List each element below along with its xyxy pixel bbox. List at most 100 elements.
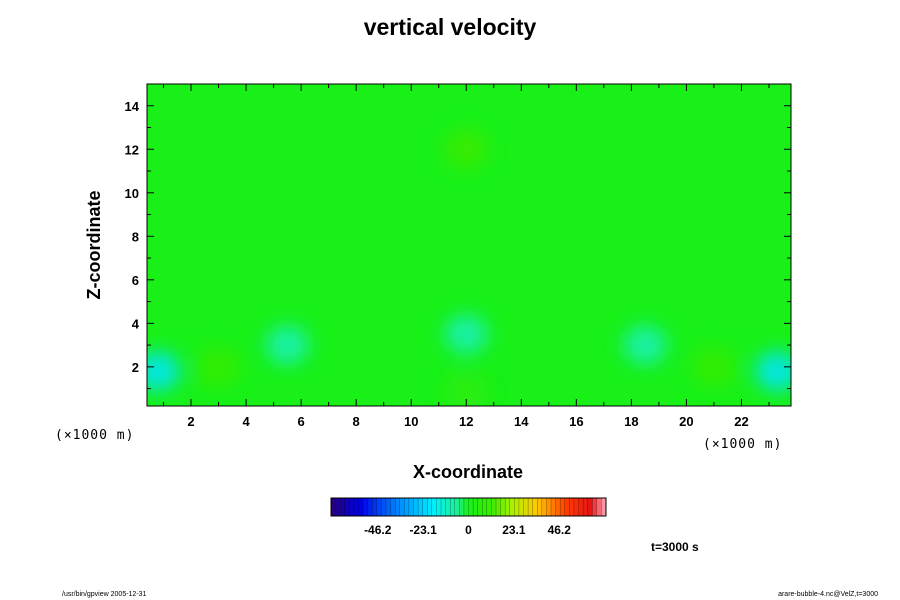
colorbar-segment [482,497,488,517]
colorbar-segment [532,497,538,517]
x-axis: 2 4 6 8 10 12 14 16 18 20 22 [163,84,770,429]
field-feature [755,351,791,392]
x-tick-label: 22 [734,414,748,429]
plot-frame [146,83,792,407]
colorbar-segment [514,497,520,517]
colorbar-tick-label: 23.1 [502,523,526,537]
field-feature [444,372,489,406]
colorbar-segment [353,497,359,517]
field-feature [196,346,241,387]
colorbar-segment [417,497,424,517]
colorbar-segment [413,497,419,517]
colorbar-segment [404,497,410,517]
colorbar-segment [449,497,456,517]
colorbar-segment [573,497,580,517]
colorbar-segment [349,497,355,517]
y-tick-label: 8 [132,229,139,244]
colorbar-segment [459,497,465,517]
colorbar-segment [440,497,447,517]
x-tick-label: 20 [679,414,693,429]
x-tick-label: 6 [298,414,305,429]
colorbar-segment [582,497,589,517]
colorbar-segment [527,497,534,517]
colorbar-segment [564,497,570,517]
footer-right: arare-bubble-4.nc@VelZ,t=3000 [778,591,878,598]
colorbar-segment [500,497,506,517]
colorbar-segment [569,497,575,517]
x-tick-label: 10 [404,414,418,429]
y-tick-label: 4 [132,316,140,331]
colorbar-segment [523,497,529,517]
colorbar-segment [555,497,561,517]
colorbar: -46.2 -23.1 0 23.1 46.2 [330,497,607,537]
colorbar-frame [330,497,607,517]
y-tick-label: 12 [125,142,139,157]
colorbar-segment [381,497,387,517]
colorbar-segment [362,497,369,517]
x-tick-label: 8 [353,414,360,429]
x-tick-label: 4 [242,414,250,429]
colorbar-segment [587,497,593,517]
colorbar-segment [472,497,479,517]
field-feature [623,325,668,366]
colorbar-segment [559,497,566,517]
colorbar-segment [537,497,543,517]
y-tick-label: 10 [125,186,139,201]
colorbar-segment [477,497,483,517]
chart-title: vertical velocity [363,14,537,40]
field-feature [265,325,310,366]
colorbar-segment [454,497,460,517]
colorbar-segment [330,497,337,517]
colorbar-segment [372,497,378,517]
colorbar-segment [358,497,364,517]
x-tick-label: 12 [459,414,473,429]
colorbar-segment [578,497,584,517]
colorbar-segment [367,497,373,517]
y-axis: 2 4 6 8 10 12 14 [125,83,791,390]
colorbar-segment [596,497,602,517]
colorbar-segment [344,497,350,517]
x-axis-title: X-coordinate [413,462,523,482]
colorbar-segment [427,497,433,517]
colorbar-segment [550,497,557,517]
footer-left: /usr/bin/gpview 2005-12-31 [62,591,147,598]
colorbar-segment [491,497,497,517]
colorbar-tick-label: -23.1 [409,523,437,537]
colorbar-tick-label: 46.2 [548,523,572,537]
colorbar-segment [463,497,469,517]
colorbar-segment [486,497,492,517]
y-tick-label: 2 [132,360,139,375]
colorbar-tick-label: 0 [465,523,472,537]
colorbar-segment [390,497,396,517]
velocity-field [147,129,791,406]
field-feature [147,351,181,392]
x-unit-label: (×1000 m) [703,437,782,452]
colorbar-segment [436,497,442,517]
colorbar-segment [445,497,451,517]
colorbar-segment [509,497,515,517]
colorbar-segment [394,497,401,517]
colorbar-segment [335,497,341,517]
field-feature [691,346,736,387]
x-tick-label: 16 [569,414,583,429]
colorbar-segment [422,497,428,517]
y-tick-label: 14 [125,99,140,114]
x-tick-label: 18 [624,414,638,429]
colorbar-segment [541,497,547,517]
x-tick-label: 14 [514,414,529,429]
colorbar-segment [592,497,598,517]
colorbar-segment [408,497,414,517]
field-feature [444,129,489,170]
colorbar-segment [431,497,437,517]
colorbar-segment [468,497,474,517]
colorbar-segment [339,497,346,517]
colorbar-segment [504,497,511,517]
y-axis-title: Z-coordinate [84,190,104,299]
field-feature [444,314,489,355]
colorbar-segment [546,497,552,517]
colorbar-segment [385,497,392,517]
y-tick-label: 6 [132,273,139,288]
colorbar-segment [495,497,502,517]
y-unit-label: (×1000 m) [55,428,134,443]
